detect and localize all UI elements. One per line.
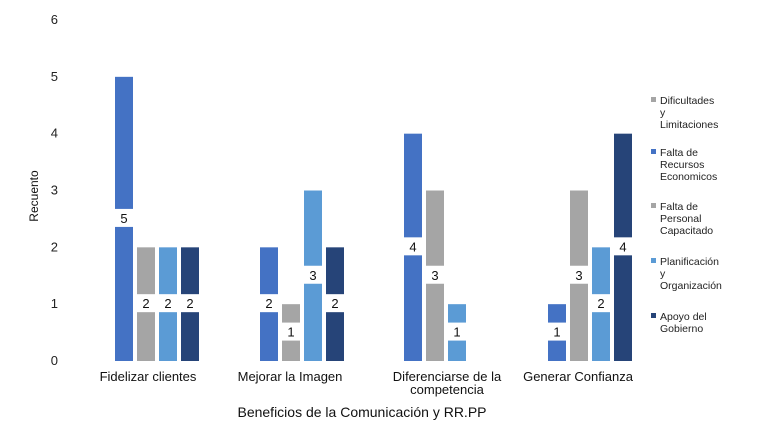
y-tick-label: 4	[51, 126, 58, 141]
legend-label: Recursos	[660, 159, 704, 171]
data-label-box	[115, 208, 133, 227]
legend-swatch	[651, 203, 656, 208]
legend-label: y	[660, 107, 666, 119]
x-tick-label: Diferenciarse de la	[393, 369, 502, 384]
data-label-box	[448, 322, 466, 341]
legend-swatch	[651, 149, 656, 154]
y-axis-ticks: 0 1 2 3 4 5 6	[51, 12, 58, 368]
data-label: 2	[331, 296, 338, 311]
data-label-box	[614, 237, 632, 256]
data-label: 2	[265, 296, 272, 311]
data-label-box	[326, 294, 344, 313]
data-label: 1	[553, 325, 560, 340]
legend-label: Apoyo del	[660, 311, 707, 323]
x-axis-categories: Fidelizar clientes Mejorar la Imagen Difer…	[100, 369, 634, 397]
y-tick-label: 3	[51, 183, 58, 198]
data-label: 2	[597, 296, 604, 311]
y-tick-label: 6	[51, 12, 58, 27]
data-label-box	[404, 237, 422, 256]
legend-label: Falta de	[660, 201, 698, 213]
y-tick-label: 5	[51, 69, 58, 84]
data-label-box	[592, 294, 610, 313]
data-label: 3	[575, 268, 582, 283]
data-label-box	[548, 322, 566, 341]
legend-swatch	[651, 97, 656, 102]
x-tick-label: Fidelizar clientes	[100, 369, 197, 384]
data-label: 2	[186, 296, 193, 311]
bars	[115, 76, 632, 361]
x-tick-label: Generar Confianza	[523, 369, 634, 384]
y-tick-label: 0	[51, 353, 58, 368]
y-axis-label: Recuento	[27, 170, 41, 222]
y-tick-label: 1	[51, 296, 58, 311]
x-tick-label: competencia	[410, 382, 484, 397]
data-label: 3	[431, 268, 438, 283]
data-label: 3	[309, 268, 316, 283]
data-label: 1	[287, 325, 294, 340]
legend-swatch	[651, 258, 656, 263]
legend-label: Personal	[660, 213, 701, 225]
data-label-box	[260, 294, 278, 313]
legend-label: Organización	[660, 280, 722, 292]
data-label-box	[570, 265, 588, 284]
legend-label: Economicos	[660, 171, 717, 183]
legend-label: y	[660, 268, 666, 280]
data-label: 2	[164, 296, 171, 311]
data-label-box	[304, 265, 322, 284]
legend-label: Gobierno	[660, 323, 703, 335]
data-label: 5	[120, 211, 127, 226]
data-label-box	[137, 294, 155, 313]
data-label-box	[159, 294, 177, 313]
legend-label: Planificación	[660, 256, 719, 268]
data-label: 4	[409, 239, 416, 254]
legend-label: Capacitado	[660, 225, 713, 237]
x-tick-label: Mejorar la Imagen	[238, 369, 343, 384]
data-label: 1	[453, 325, 460, 340]
legend-label: Limitaciones	[660, 119, 718, 131]
legend-label: Falta de	[660, 147, 698, 159]
data-label-box	[282, 322, 300, 341]
legend-label: Dificultades	[660, 95, 714, 107]
data-label-box	[181, 294, 199, 313]
y-tick-label: 2	[51, 239, 58, 254]
x-axis-label: Beneficios de la Comunicación y RR.PP	[237, 404, 486, 420]
data-label: 2	[142, 296, 149, 311]
data-label-box	[426, 265, 444, 284]
data-label: 4	[619, 239, 626, 254]
legend-swatch	[651, 313, 656, 318]
